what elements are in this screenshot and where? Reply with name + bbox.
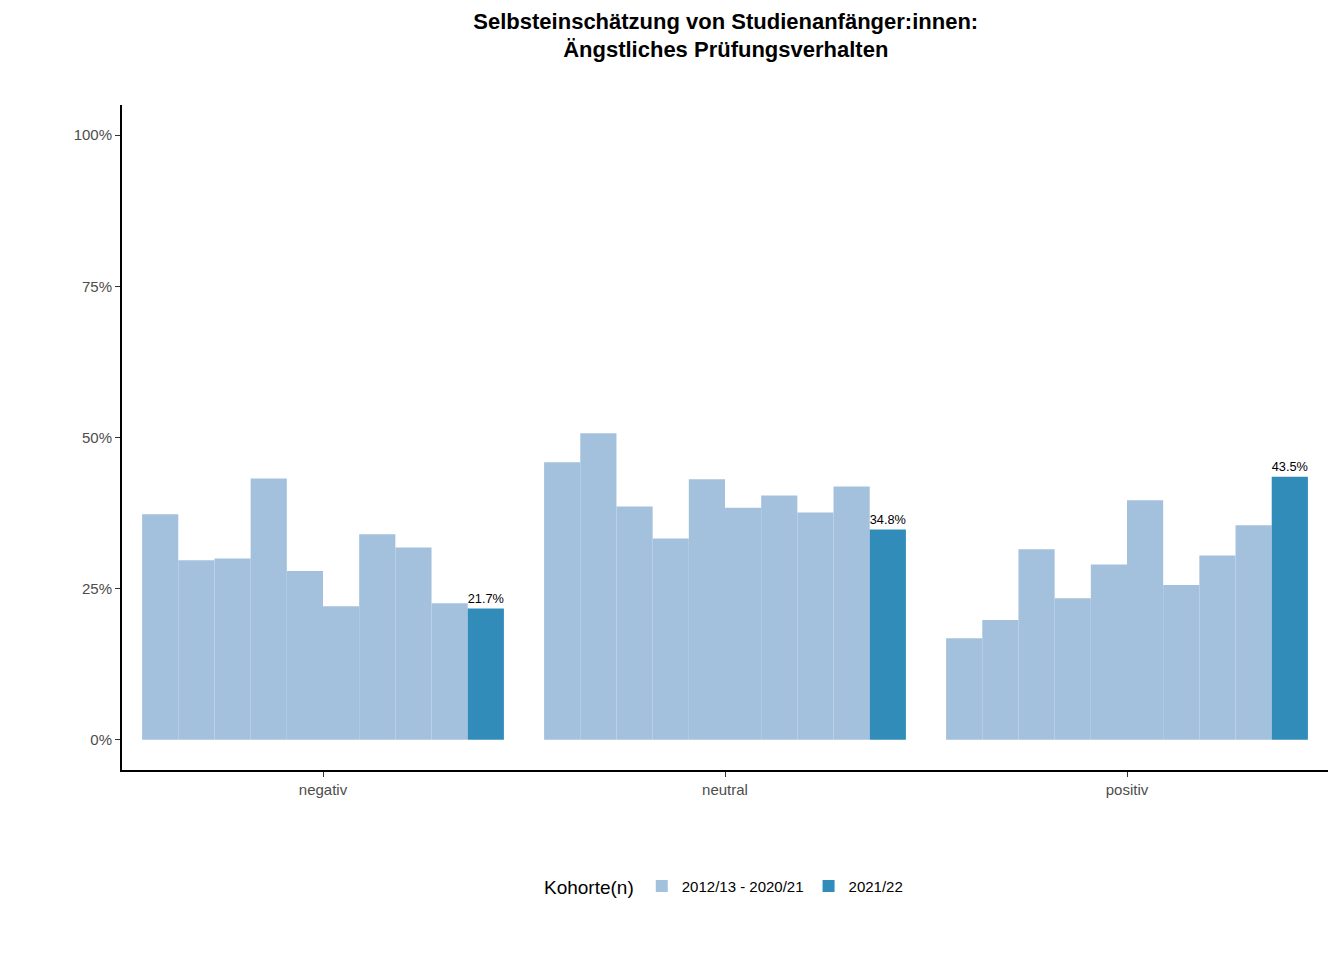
svg-text:100%: 100% bbox=[74, 126, 112, 143]
svg-text:Selbsteinschätzung von Studien: Selbsteinschätzung von Studienanfänger:i… bbox=[473, 9, 978, 63]
svg-text:2021/22: 2021/22 bbox=[849, 878, 903, 895]
svg-text:positiv: positiv bbox=[1106, 781, 1149, 798]
svg-text:43.5%: 43.5% bbox=[1272, 459, 1308, 474]
svg-text:2012/13 - 2020/21: 2012/13 - 2020/21 bbox=[682, 878, 804, 895]
svg-text:50%: 50% bbox=[82, 429, 112, 446]
svg-text:34.8%: 34.8% bbox=[870, 512, 906, 527]
svg-text:neutral: neutral bbox=[702, 781, 748, 798]
svg-text:75%: 75% bbox=[82, 278, 112, 295]
svg-text:25%: 25% bbox=[82, 580, 112, 597]
svg-text:21.7%: 21.7% bbox=[468, 591, 504, 606]
svg-text:negativ: negativ bbox=[299, 781, 348, 798]
svg-text:0%: 0% bbox=[90, 731, 112, 748]
svg-text:Kohorte(n): Kohorte(n) bbox=[544, 877, 634, 898]
